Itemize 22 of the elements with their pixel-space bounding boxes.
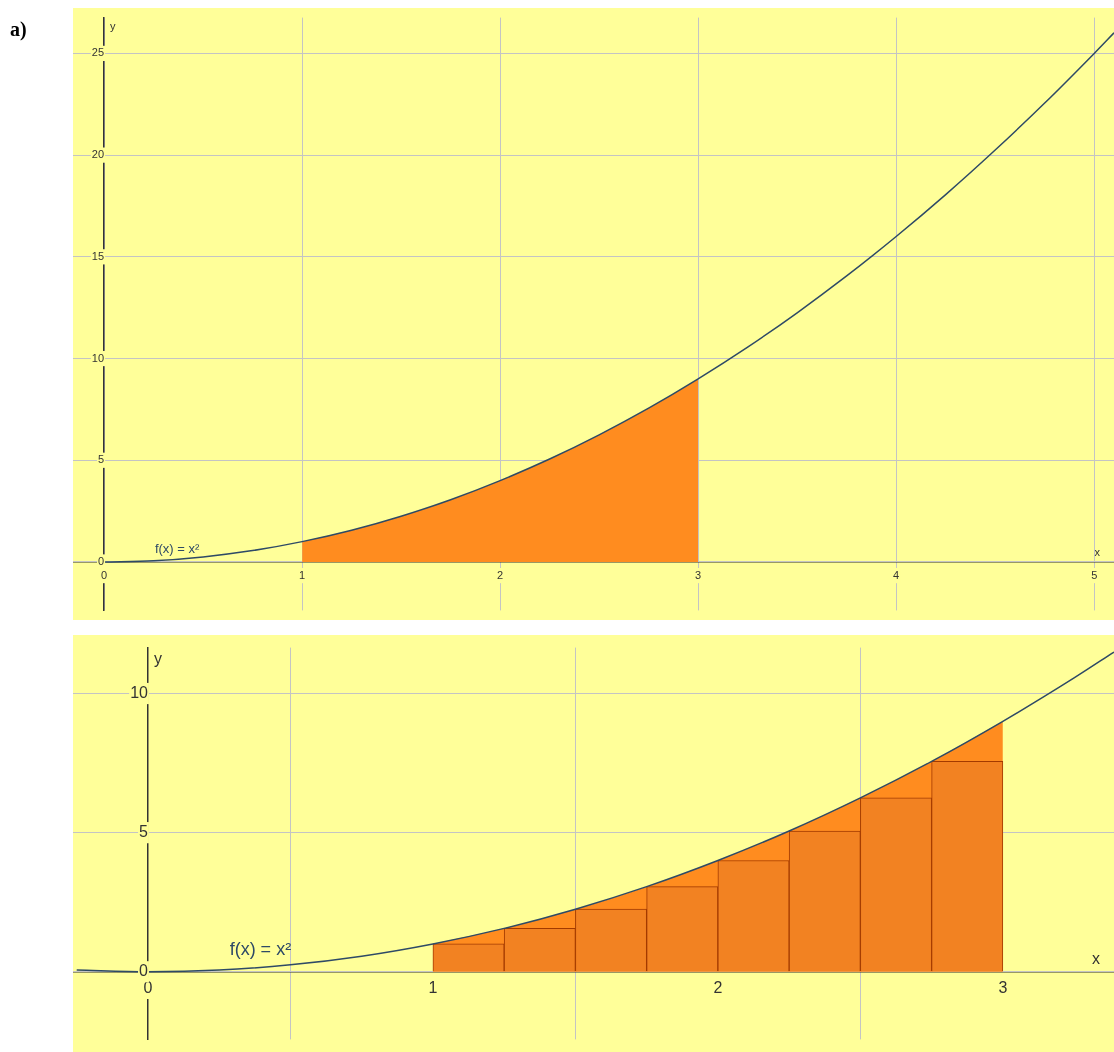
x-axis-title: x bbox=[1094, 545, 1101, 558]
y-tick-label: 15 bbox=[91, 249, 105, 262]
x-tick-label: 5 bbox=[1091, 568, 1098, 581]
y-tick-label: 10 bbox=[91, 351, 105, 364]
y-tick-label: 5 bbox=[97, 453, 105, 466]
x-tick-label: 2 bbox=[497, 568, 504, 581]
x-tick-label: 4 bbox=[893, 568, 900, 581]
x-tick-label: 3 bbox=[695, 568, 702, 581]
y-tick-label: 25 bbox=[91, 46, 105, 59]
x-tick-label: 3 bbox=[998, 978, 1008, 996]
x-axis-title: x bbox=[1092, 950, 1100, 968]
y-tick-label: 5 bbox=[139, 823, 149, 841]
y-axis-title: y bbox=[110, 20, 117, 33]
annotation: f(x) = x² bbox=[154, 541, 200, 557]
x-tick-label: 2 bbox=[713, 978, 723, 996]
x-tick-label: 1 bbox=[299, 568, 306, 581]
y-tick-label: 10 bbox=[130, 683, 149, 701]
chart-title: a) bbox=[10, 18, 27, 41]
x-tick-label: 1 bbox=[428, 978, 438, 996]
y-tick-label: 20 bbox=[91, 148, 105, 161]
annotation: f(x) = x² bbox=[229, 938, 292, 959]
y-axis-title: y bbox=[153, 650, 162, 668]
